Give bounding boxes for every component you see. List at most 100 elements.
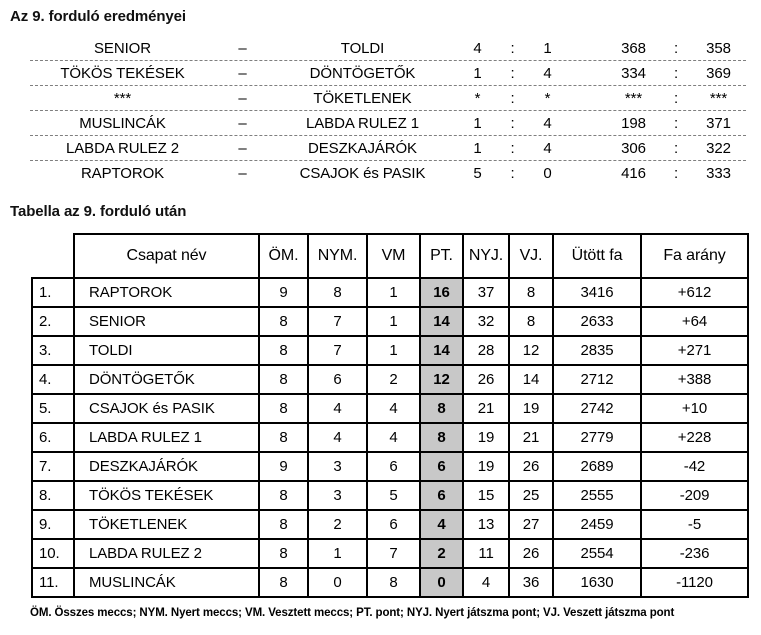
- rank-cell: 6.: [31, 422, 75, 453]
- score-colon: :: [510, 114, 515, 132]
- pin-difference-cell: +612: [640, 277, 749, 308]
- points-cell: 8: [419, 422, 464, 453]
- pin-difference-cell: -5: [640, 509, 749, 540]
- pin-difference-cell: +388: [640, 364, 749, 395]
- team-name-cell: SENIOR: [73, 306, 260, 337]
- versus-dash: –: [238, 165, 247, 182]
- versus-dash: –: [238, 114, 247, 132]
- standings-row: 10. LABDA RULEZ 2 8 1 7 2 11 26 2554 -236: [31, 538, 749, 569]
- home-set-score: 5: [473, 165, 482, 182]
- pins-colon: :: [673, 114, 679, 132]
- team-name-cell: TOLDI: [73, 335, 260, 366]
- lost-sets-cell: 26: [508, 451, 554, 482]
- total-matches-cell: 8: [258, 393, 309, 424]
- lost-matches-cell: 1: [366, 277, 421, 308]
- score-colon: :: [510, 89, 515, 107]
- pin-difference-cell: -1120: [640, 567, 749, 598]
- home-pin-total: 198: [621, 114, 646, 132]
- col-header-vj: VJ.: [508, 233, 554, 279]
- lost-sets-cell: 8: [508, 277, 554, 308]
- lost-matches-cell: 8: [366, 567, 421, 598]
- home-team-name: TÖKÖS TEKÉSEK: [60, 64, 185, 82]
- score-colon: :: [510, 39, 515, 57]
- away-team-name: TOLDI: [340, 39, 385, 57]
- col-header-om: ÖM.: [258, 233, 309, 279]
- away-team-name: LABDA RULEZ 1: [306, 114, 419, 132]
- won-matches-cell: 3: [307, 451, 368, 482]
- away-team-name: DESZKAJÁRÓK: [308, 139, 417, 157]
- home-pin-total: 306: [621, 139, 646, 157]
- col-header-nyj: NYJ.: [462, 233, 510, 279]
- won-matches-cell: 4: [307, 422, 368, 453]
- lost-sets-cell: 8: [508, 306, 554, 337]
- won-matches-cell: 1: [307, 538, 368, 569]
- total-matches-cell: 8: [258, 364, 309, 395]
- away-set-score: 0: [543, 165, 552, 182]
- won-matches-cell: 8: [307, 277, 368, 308]
- pins-total-cell: 2835: [552, 335, 642, 366]
- total-matches-cell: 8: [258, 306, 309, 337]
- points-cell: 12: [419, 364, 464, 395]
- pins-total-cell: 2712: [552, 364, 642, 395]
- total-matches-cell: 8: [258, 480, 309, 511]
- total-matches-cell: 8: [258, 422, 309, 453]
- away-pin-total: 371: [706, 114, 731, 132]
- pin-difference-cell: -42: [640, 451, 749, 482]
- away-set-score: 1: [543, 39, 552, 57]
- team-name-cell: MUSLINCÁK: [73, 567, 260, 598]
- won-matches-cell: 4: [307, 393, 368, 424]
- total-matches-cell: 8: [258, 567, 309, 598]
- away-team-name: CSAJOK és PASIK: [299, 165, 426, 182]
- versus-dash: –: [238, 89, 247, 107]
- lost-matches-cell: 6: [366, 509, 421, 540]
- home-pin-total: ***: [624, 89, 643, 107]
- away-set-score: 4: [543, 114, 552, 132]
- points-cell: 4: [419, 509, 464, 540]
- score-colon: :: [510, 139, 515, 157]
- result-row: TÖKÖS TEKÉSEK – DÖNTÖGETŐK 1: 4 334: 369: [30, 61, 746, 86]
- team-name-cell: LABDA RULEZ 1: [73, 422, 260, 453]
- away-set-score: 4: [543, 64, 552, 82]
- score-colon: :: [510, 64, 515, 82]
- won-sets-cell: 11: [462, 538, 510, 569]
- lost-matches-cell: 4: [366, 393, 421, 424]
- points-cell: 6: [419, 480, 464, 511]
- away-team-name: TÖKETLENEK: [313, 89, 412, 107]
- won-matches-cell: 0: [307, 567, 368, 598]
- points-cell: 2: [419, 538, 464, 569]
- lost-matches-cell: 5: [366, 480, 421, 511]
- team-name-cell: DESZKAJÁRÓK: [73, 451, 260, 482]
- home-set-score: 1: [473, 114, 482, 132]
- won-matches-cell: 3: [307, 480, 368, 511]
- lost-matches-cell: 2: [366, 364, 421, 395]
- rank-cell: 2.: [31, 306, 75, 337]
- rank-cell: 10.: [31, 538, 75, 569]
- home-pin-total: 334: [621, 64, 646, 82]
- pins-total-cell: 1630: [552, 567, 642, 598]
- won-sets-cell: 32: [462, 306, 510, 337]
- away-set-score: *: [544, 89, 551, 107]
- team-name-cell: TÖKÖS TEKÉSEK: [73, 480, 260, 511]
- won-matches-cell: 7: [307, 335, 368, 366]
- won-sets-cell: 28: [462, 335, 510, 366]
- rank-cell: 4.: [31, 364, 75, 395]
- away-pin-total: 369: [706, 64, 731, 82]
- home-team-name: RAPTOROK: [80, 165, 165, 182]
- points-cell: 6: [419, 451, 464, 482]
- home-set-score: *: [474, 89, 481, 107]
- results-sheet: Az 9. forduló eredményei SENIOR – TOLDI 4: 1…: [0, 8, 761, 635]
- points-cell: 14: [419, 335, 464, 366]
- pins-colon: :: [673, 89, 679, 107]
- standings-row: 1. RAPTOROK 9 8 1 16 37 8 3416 +612: [31, 277, 749, 308]
- pin-difference-cell: +10: [640, 393, 749, 424]
- total-matches-cell: 8: [258, 509, 309, 540]
- won-sets-cell: 19: [462, 422, 510, 453]
- won-sets-cell: 4: [462, 567, 510, 598]
- away-set-score: 4: [543, 139, 552, 157]
- lost-sets-cell: 27: [508, 509, 554, 540]
- lost-sets-cell: 25: [508, 480, 554, 511]
- versus-dash: –: [238, 64, 247, 82]
- won-sets-cell: 21: [462, 393, 510, 424]
- won-sets-cell: 26: [462, 364, 510, 395]
- rank-cell: 7.: [31, 451, 75, 482]
